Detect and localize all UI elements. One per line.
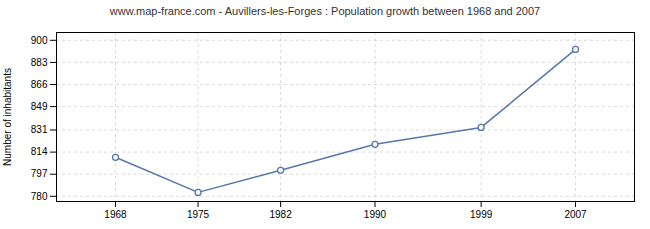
svg-text:866: 866: [31, 79, 48, 90]
svg-text:1990: 1990: [364, 209, 387, 220]
svg-text:2007: 2007: [564, 209, 587, 220]
svg-text:1975: 1975: [187, 209, 210, 220]
svg-text:Number of inhabitants: Number of inhabitants: [2, 68, 13, 166]
svg-text:900: 900: [31, 35, 48, 46]
svg-text:780: 780: [31, 191, 48, 202]
svg-text:797: 797: [31, 168, 48, 179]
svg-text:814: 814: [31, 146, 48, 157]
svg-text:1999: 1999: [470, 209, 493, 220]
svg-text:831: 831: [31, 124, 48, 135]
svg-text:1982: 1982: [269, 209, 292, 220]
svg-text:849: 849: [31, 101, 48, 112]
svg-text:1968: 1968: [104, 209, 127, 220]
svg-text:883: 883: [31, 57, 48, 68]
html-text:www.map-france.com - Auvillers: www.map-france.com - Auvillers-les-Forge…: [109, 5, 541, 17]
